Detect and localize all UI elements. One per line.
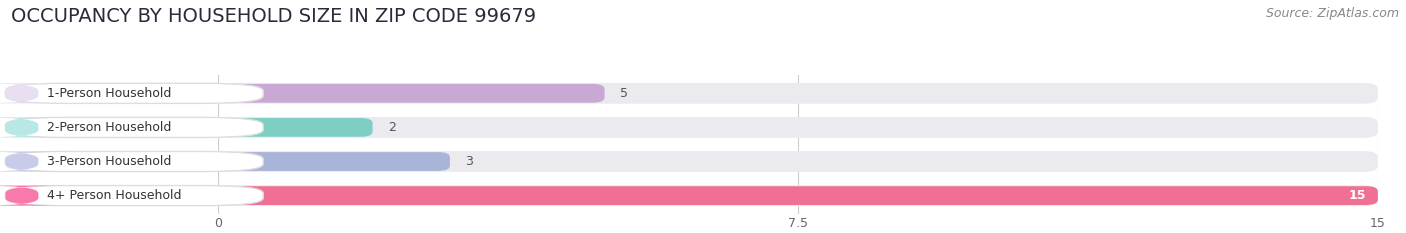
Text: 15: 15	[1348, 189, 1367, 202]
FancyBboxPatch shape	[218, 151, 1378, 172]
Text: 3-Person Household: 3-Person Household	[46, 155, 172, 168]
Text: Source: ZipAtlas.com: Source: ZipAtlas.com	[1265, 7, 1399, 20]
Text: 5: 5	[620, 87, 628, 100]
FancyBboxPatch shape	[0, 117, 66, 137]
FancyBboxPatch shape	[218, 186, 1378, 205]
FancyBboxPatch shape	[6, 151, 263, 171]
FancyBboxPatch shape	[218, 117, 1378, 138]
FancyBboxPatch shape	[218, 152, 450, 171]
FancyBboxPatch shape	[6, 83, 263, 103]
FancyBboxPatch shape	[218, 185, 1378, 206]
FancyBboxPatch shape	[0, 83, 66, 103]
FancyBboxPatch shape	[218, 118, 373, 137]
Text: 3: 3	[465, 155, 474, 168]
FancyBboxPatch shape	[218, 84, 605, 103]
Text: 4+ Person Household: 4+ Person Household	[46, 189, 181, 202]
Text: 2-Person Household: 2-Person Household	[46, 121, 172, 134]
FancyBboxPatch shape	[0, 151, 66, 171]
FancyBboxPatch shape	[0, 185, 66, 206]
FancyBboxPatch shape	[6, 185, 263, 206]
Text: 2: 2	[388, 121, 396, 134]
FancyBboxPatch shape	[6, 117, 263, 137]
Text: OCCUPANCY BY HOUSEHOLD SIZE IN ZIP CODE 99679: OCCUPANCY BY HOUSEHOLD SIZE IN ZIP CODE …	[11, 7, 536, 26]
Text: 1-Person Household: 1-Person Household	[46, 87, 172, 100]
FancyBboxPatch shape	[218, 83, 1378, 104]
